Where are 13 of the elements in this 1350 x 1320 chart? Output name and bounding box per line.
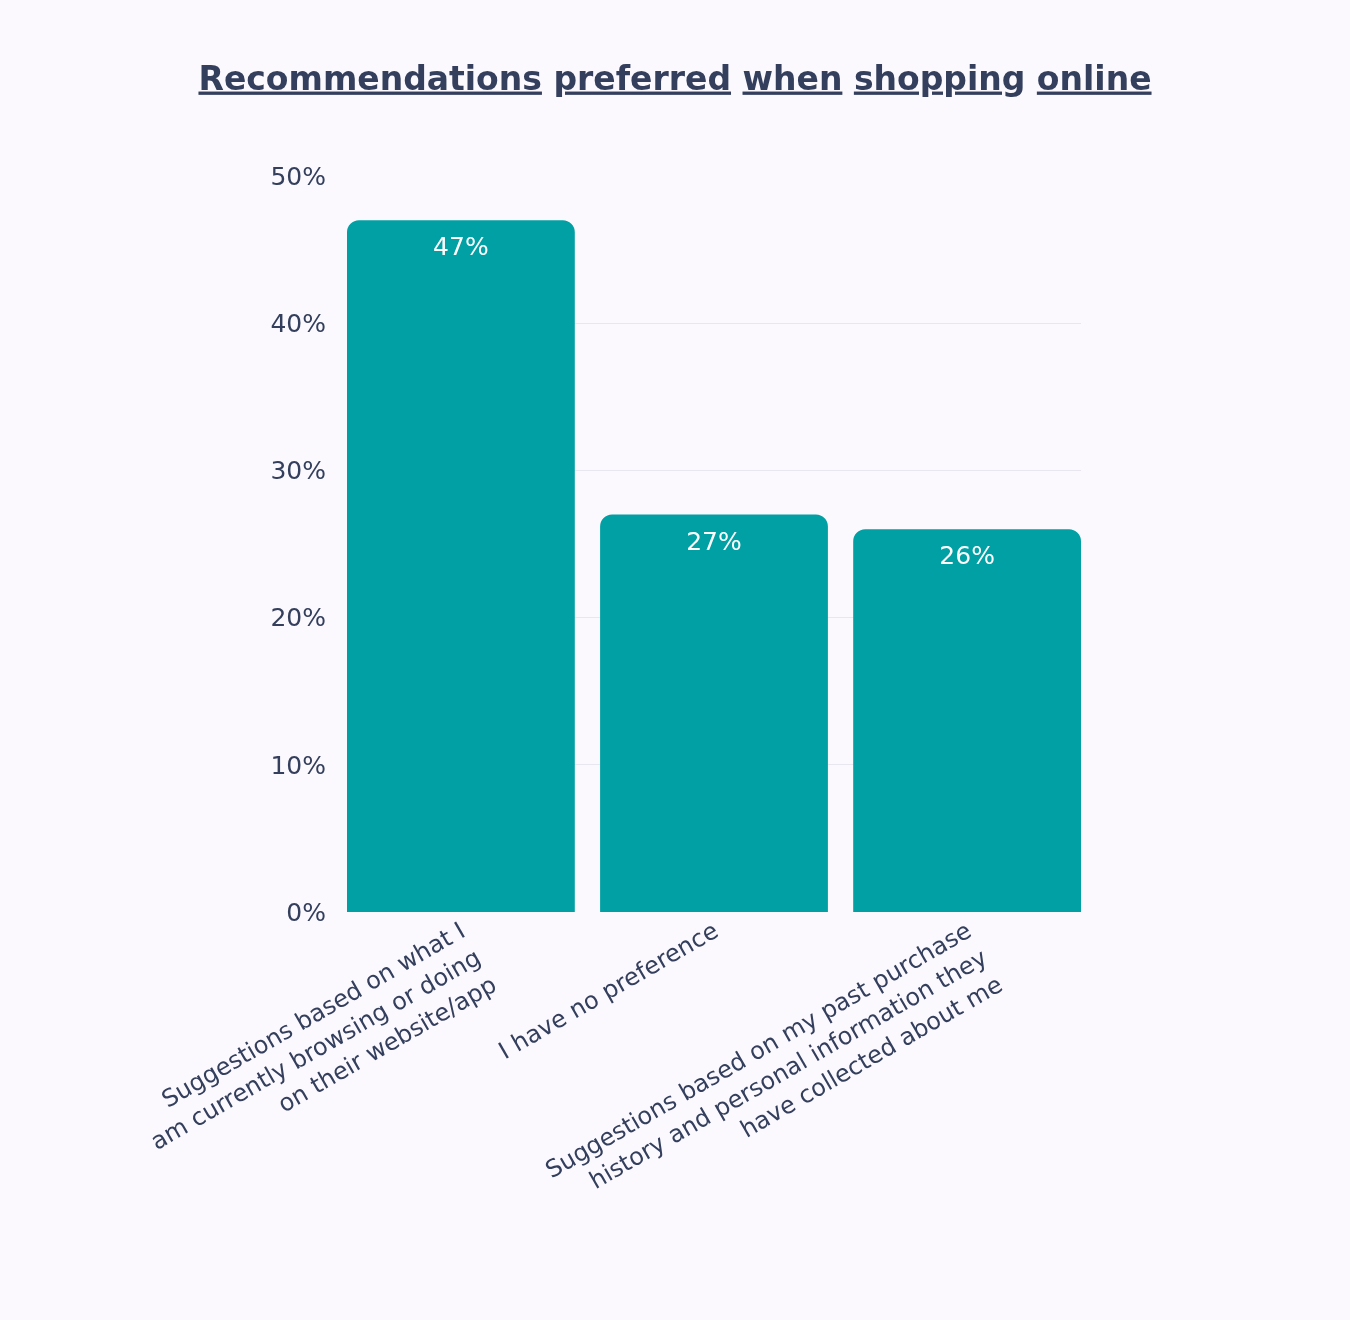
bar [347,220,575,912]
chart-title: Recommendations preferred when shopping online [198,58,1152,98]
bar [853,529,1081,912]
data-label: 27% [686,526,742,556]
bar [600,514,828,912]
y-tick-label: 30% [270,456,326,486]
y-tick-label: 20% [270,603,326,633]
y-tick-label: 0% [286,897,326,927]
y-tick-label: 10% [270,750,326,780]
y-tick-label: 40% [270,308,326,338]
data-label: 47% [433,232,489,262]
y-tick-label: 50% [270,161,326,191]
data-label: 26% [939,541,995,571]
